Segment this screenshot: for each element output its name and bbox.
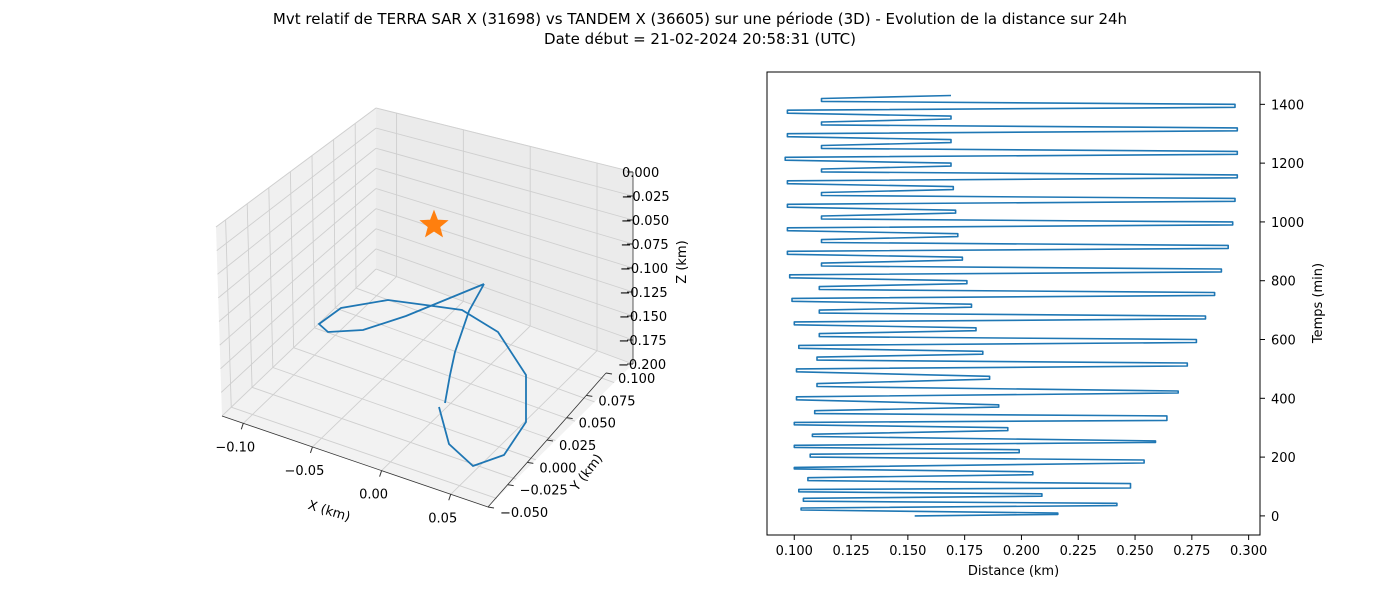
z-tick-label: −0.150: [619, 310, 667, 325]
grid-line-z: [375, 127, 634, 197]
y-tick: [507, 484, 514, 487]
chart-title-line2: Date début = 21-02-2024 20:58:31 (UTC): [544, 30, 856, 48]
z-tick-label: 0.000: [622, 166, 659, 181]
grid-line-z-wall: [218, 188, 377, 322]
grid-line-y: [314, 327, 576, 422]
grid-line-z-wall: [217, 147, 377, 275]
y-tick: [546, 439, 554, 442]
y-tick-label: 0.050: [579, 417, 616, 432]
y-tick: [605, 372, 613, 375]
grid-line-z: [375, 188, 634, 269]
grid-line-z-wall: [217, 168, 377, 299]
x-tick-label: 0.150: [889, 544, 926, 559]
y-tick-label: 600: [1271, 334, 1296, 349]
trajectory-line-upper: [444, 283, 485, 404]
grid-line-z: [375, 228, 634, 317]
grid-line-z: [375, 147, 634, 221]
x-tick-label: 0.275: [1173, 544, 1210, 559]
grid-line-z: [375, 248, 634, 341]
y-tick: [527, 461, 534, 464]
z-axis-label: Z (km): [675, 240, 690, 283]
y-tick-label: −0.050: [500, 506, 548, 521]
x-tick-label: −0.10: [215, 440, 255, 455]
x-tick-label: 0.225: [1060, 544, 1097, 559]
y-tick-label: 1000: [1271, 216, 1304, 231]
x-tick-label: 0.300: [1230, 544, 1267, 559]
y-tick-label: 800: [1271, 275, 1296, 290]
z-tick-label: −0.200: [618, 358, 666, 373]
grid-line-y: [272, 367, 536, 461]
grid-line-x: [450, 350, 598, 495]
x-tick: [379, 470, 383, 477]
y-tick-label: 1400: [1271, 98, 1304, 113]
z-tick-label: −0.125: [620, 286, 668, 301]
x-axis-line: [221, 415, 489, 508]
grid-line-x: [381, 325, 531, 471]
y-axis-label: Temps (min): [1311, 263, 1326, 344]
grid-line-y: [251, 386, 517, 480]
star-marker: [419, 209, 449, 238]
grid-line-y: [231, 406, 497, 499]
grid-line-z: [375, 167, 634, 245]
y-tick-label: −0.025: [520, 484, 568, 499]
y-tick-label: 200: [1271, 451, 1296, 466]
grid-line-z: [375, 107, 634, 173]
z-tick-label: −0.075: [621, 238, 669, 253]
grid-line-y: [335, 307, 595, 403]
grid-line-y: [355, 287, 615, 384]
y-tick: [487, 506, 495, 509]
x-tick-label: 0.175: [946, 544, 983, 559]
y-tick-label: 0.075: [598, 394, 635, 409]
x-tick: [448, 494, 452, 501]
x-tick-label: 0.00: [359, 488, 388, 503]
grid-line-x: [312, 300, 464, 448]
x-tick-label: 0.100: [776, 544, 813, 559]
z-tick-label: −0.025: [622, 190, 670, 205]
plot-3d-trajectory: −0.10−0.050.000.05X (km) −0.050−0.0250.00…: [215, 107, 690, 526]
distance-series-line: [784, 94, 1239, 517]
y-tick-label: 400: [1271, 392, 1296, 407]
z-tick-label: −0.175: [619, 334, 667, 349]
y-tick-label: 0.000: [539, 461, 576, 476]
x-tick-label: −0.05: [285, 464, 325, 479]
x-tick-label: 0.250: [1116, 544, 1153, 559]
x-tick: [309, 446, 313, 454]
x-tick-label: 0.200: [1003, 544, 1040, 559]
plot-frame: [766, 71, 1261, 536]
trajectory-line-lower: [317, 283, 527, 468]
grid-line-z-wall: [220, 228, 377, 370]
x-axis-label: Distance (km): [968, 564, 1059, 579]
z-tick-label: −0.050: [621, 214, 669, 229]
y-tick: [586, 394, 593, 397]
x-tick-label: 0.05: [428, 511, 457, 526]
y-tick-label: 0: [1271, 510, 1279, 525]
z-tick-label: −0.100: [620, 262, 668, 277]
y-tick-label: 1200: [1271, 157, 1304, 172]
x-tick-label: 0.125: [832, 544, 869, 559]
chart-title-line1: Mvt relatif de TERRA SAR X (31698) vs TA…: [272, 10, 1128, 28]
y-tick: [566, 417, 573, 420]
grid-line-z-wall: [220, 248, 377, 393]
grid-line-x: [242, 276, 397, 424]
grid-line-z-wall: [219, 208, 377, 346]
grid-line-z-wall: [221, 268, 377, 417]
y-tick-label: 0.100: [618, 372, 655, 387]
side-pane: [216, 108, 376, 416]
back-pane: [376, 108, 633, 364]
grid-line-y: [293, 347, 556, 441]
grid-line-z-wall: [215, 107, 377, 228]
grid-line-z: [375, 208, 634, 293]
grid-line-z: [375, 268, 634, 365]
y-tick-label: 0.025: [559, 439, 596, 454]
grid-line-z-wall: [216, 127, 377, 251]
x-tick: [240, 423, 244, 430]
